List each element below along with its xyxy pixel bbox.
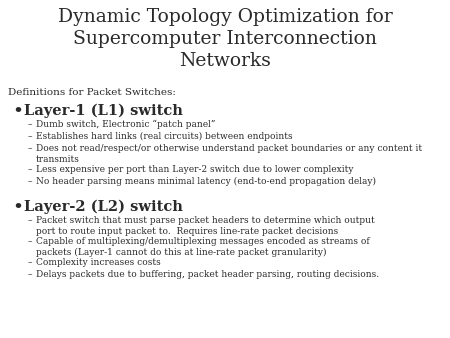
- Text: No header parsing means minimal latency (end-to-end propagation delay): No header parsing means minimal latency …: [36, 177, 376, 186]
- Text: Complexity increases costs: Complexity increases costs: [36, 258, 161, 267]
- Text: –: –: [28, 144, 32, 153]
- Text: Does not read/respect/or otherwise understand packet boundaries or any content i: Does not read/respect/or otherwise under…: [36, 144, 422, 164]
- Text: Dumb switch, Electronic “patch panel”: Dumb switch, Electronic “patch panel”: [36, 120, 216, 129]
- Text: Less expensive per port than Layer-2 switch due to lower complexity: Less expensive per port than Layer-2 swi…: [36, 165, 354, 174]
- Text: Capable of multiplexing/demultiplexing messages encoded as streams of
packets (L: Capable of multiplexing/demultiplexing m…: [36, 237, 369, 257]
- Text: –: –: [28, 237, 32, 246]
- Text: •: •: [12, 103, 23, 121]
- Text: Establishes hard links (real circuits) between endpoints: Establishes hard links (real circuits) b…: [36, 132, 292, 141]
- Text: Networks: Networks: [179, 52, 271, 70]
- Text: –: –: [28, 132, 32, 141]
- Text: –: –: [28, 270, 32, 279]
- Text: Dynamic Topology Optimization for: Dynamic Topology Optimization for: [58, 8, 392, 26]
- Text: Packet switch that must parse packet headers to determine which output
port to r: Packet switch that must parse packet hea…: [36, 216, 375, 236]
- Text: Layer-2 (L2) switch: Layer-2 (L2) switch: [24, 200, 183, 214]
- Text: –: –: [28, 120, 32, 129]
- Text: Layer-1 (L1) switch: Layer-1 (L1) switch: [24, 104, 183, 118]
- Text: –: –: [28, 165, 32, 174]
- Text: Supercomputer Interconnection: Supercomputer Interconnection: [73, 30, 377, 48]
- Text: Definitions for Packet Switches:: Definitions for Packet Switches:: [8, 88, 176, 97]
- Text: –: –: [28, 177, 32, 186]
- Text: •: •: [12, 199, 23, 217]
- Text: –: –: [28, 216, 32, 225]
- Text: Delays packets due to buffering, packet header parsing, routing decisions.: Delays packets due to buffering, packet …: [36, 270, 379, 279]
- Text: –: –: [28, 258, 32, 267]
